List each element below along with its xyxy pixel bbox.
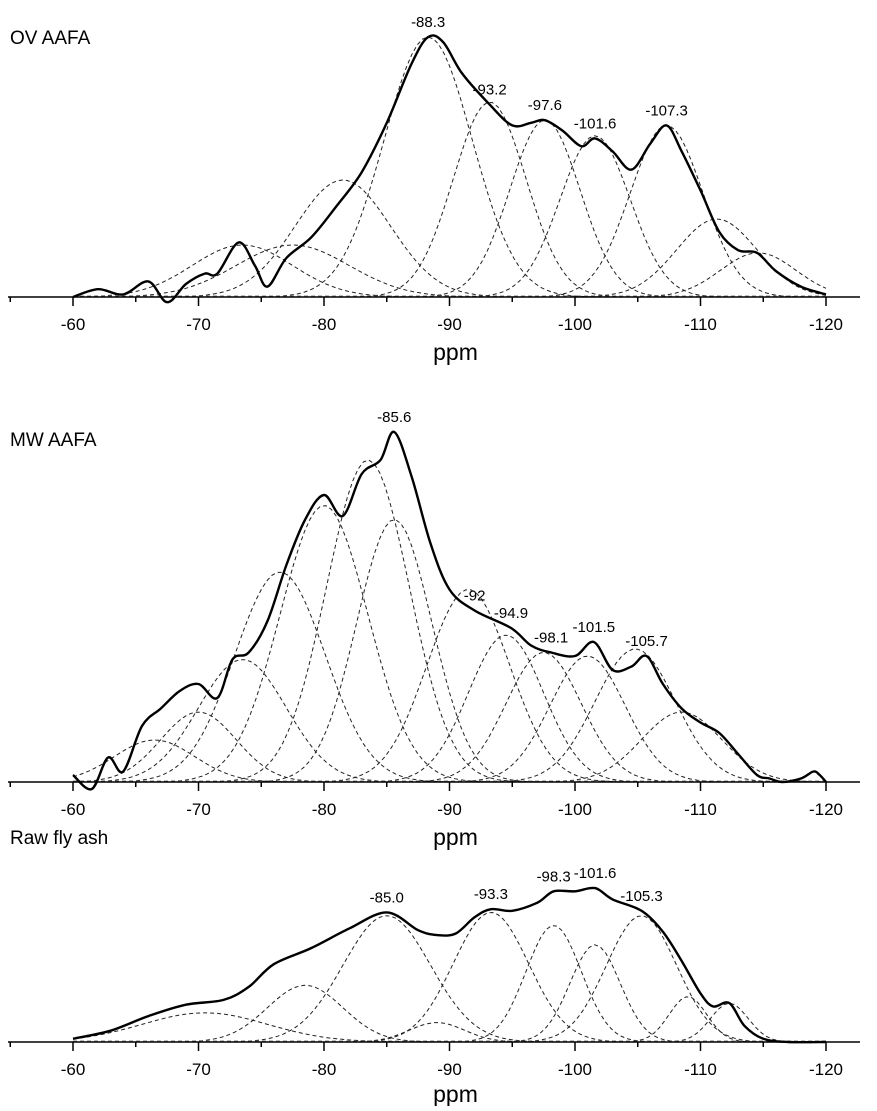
fit-component-ov-8 <box>73 125 826 298</box>
x-tick-label-ov-3: -90 <box>437 315 462 334</box>
fit-component-mw-7 <box>73 519 826 783</box>
peak-label-raw-4: -101.6 <box>574 865 617 882</box>
peak-label-ov-2: -93.2 <box>473 82 507 99</box>
x-tick-label-mw-4: -100 <box>558 800 592 819</box>
fit-component-mw-2 <box>72 711 826 783</box>
peak-label-ov-3: -97.6 <box>528 97 562 114</box>
x-axis-title-ov: ppm <box>433 339 478 365</box>
x-tick-label-raw-3: -90 <box>437 1060 462 1079</box>
x-tick-label-raw-4: -100 <box>558 1060 592 1079</box>
x-tick-label-mw-6: -120 <box>809 800 843 819</box>
peak-label-ov-5: -107.3 <box>645 102 688 119</box>
fit-component-mw-6 <box>73 459 826 783</box>
peak-label-ov-1: -88.3 <box>411 14 445 31</box>
fit-component-ov-4 <box>73 36 826 298</box>
fit-component-raw-8 <box>73 915 826 1043</box>
fit-component-ov-1 <box>73 244 826 298</box>
fit-component-mw-11 <box>73 655 826 783</box>
x-tick-label-raw-5: -110 <box>684 1060 717 1079</box>
x-tick-label-ov-4: -100 <box>558 315 592 334</box>
fit-component-ov-2 <box>73 244 826 298</box>
panel-title-raw-fly-ash: Raw fly ash <box>10 828 109 849</box>
x-tick-label-ov-1: -70 <box>186 315 211 334</box>
fit-component-ov-3 <box>73 179 826 298</box>
x-tick-label-mw-0: -60 <box>61 800 86 819</box>
fit-component-mw-5 <box>73 505 826 783</box>
fit-component-ov-6 <box>73 119 826 298</box>
x-tick-label-ov-2: -80 <box>312 315 337 334</box>
fit-component-raw-10 <box>73 1002 826 1043</box>
peak-label-mw-1: -85.6 <box>377 409 411 426</box>
fit-component-mw-4 <box>73 571 826 783</box>
peak-label-mw-2: -92 <box>464 588 486 605</box>
peak-label-mw-5: -101.5 <box>573 619 616 636</box>
peak-label-ov-4: -101.6 <box>574 115 617 132</box>
fit-component-ov-10 <box>73 252 827 298</box>
x-tick-label-raw-6: -120 <box>809 1060 843 1079</box>
peak-label-mw-6: -105.7 <box>625 633 668 650</box>
x-tick-label-ov-0: -60 <box>61 315 86 334</box>
fit-component-mw-13 <box>73 711 827 783</box>
x-tick-label-mw-2: -80 <box>312 800 337 819</box>
x-tick-label-ov-5: -110 <box>684 315 717 334</box>
x-tick-label-mw-1: -70 <box>186 800 211 819</box>
peak-label-raw-1: -85.0 <box>370 889 404 906</box>
x-tick-label-mw-3: -90 <box>437 800 462 819</box>
x-tick-label-mw-5: -110 <box>684 800 717 819</box>
fit-component-ov-7 <box>73 135 826 298</box>
x-tick-label-raw-0: -60 <box>61 1060 86 1079</box>
x-axis-title-mw: ppm <box>433 824 478 850</box>
fit-component-raw-1 <box>72 1012 826 1043</box>
peak-label-raw-3: -98.3 <box>537 868 571 885</box>
panel-title-ov-aafa: OV AAFA <box>10 28 91 49</box>
fit-component-ov-5 <box>73 101 826 298</box>
x-tick-label-raw-2: -80 <box>312 1060 337 1079</box>
fit-component-ov-9 <box>73 218 827 298</box>
x-axis-title-raw: ppm <box>433 1081 478 1106</box>
fit-component-mw-10 <box>73 652 826 783</box>
x-tick-label-raw-1: -70 <box>186 1060 211 1079</box>
spectrum-line-raw <box>72 886 827 1044</box>
peak-label-mw-4: -98.1 <box>534 630 568 647</box>
fit-component-mw-3 <box>73 659 826 783</box>
peak-label-raw-5: -105.3 <box>620 888 663 905</box>
spectrum-line-ov <box>72 34 827 304</box>
x-tick-label-ov-6: -120 <box>809 315 843 334</box>
fit-component-mw-1 <box>72 739 826 783</box>
fit-component-raw-7 <box>73 944 826 1043</box>
fit-component-raw-5 <box>73 911 826 1043</box>
panel-title-mw-aafa: MW AAFA <box>10 430 97 451</box>
fit-component-mw-9 <box>73 634 826 783</box>
fit-component-raw-4 <box>73 1022 826 1043</box>
peak-label-mw-3: -94.9 <box>494 605 528 622</box>
spectrum-line-mw <box>72 430 827 791</box>
peak-label-raw-2: -93.3 <box>474 886 508 903</box>
